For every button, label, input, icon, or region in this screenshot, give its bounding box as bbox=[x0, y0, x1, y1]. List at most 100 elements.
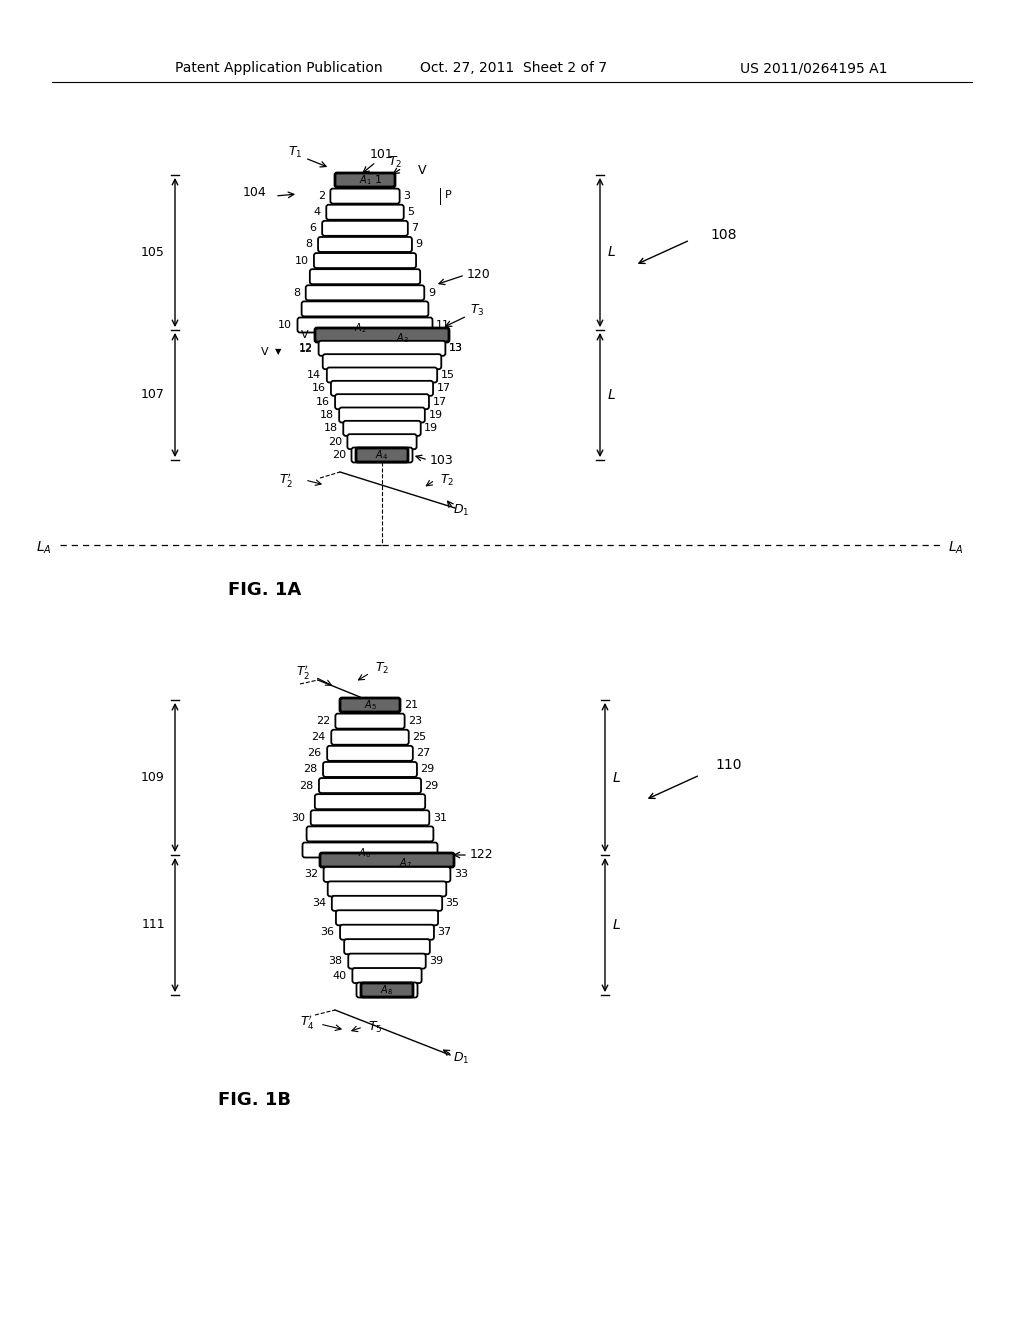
Text: 16: 16 bbox=[315, 397, 330, 407]
Text: 18: 18 bbox=[324, 424, 338, 433]
Text: 120: 120 bbox=[467, 268, 490, 281]
Text: Oct. 27, 2011  Sheet 2 of 7: Oct. 27, 2011 Sheet 2 of 7 bbox=[420, 61, 607, 75]
Text: $D_1$: $D_1$ bbox=[453, 503, 469, 517]
Text: 12: 12 bbox=[299, 343, 313, 354]
FancyBboxPatch shape bbox=[315, 327, 449, 342]
Text: 15: 15 bbox=[440, 370, 455, 380]
FancyBboxPatch shape bbox=[318, 777, 421, 793]
Text: Patent Application Publication: Patent Application Publication bbox=[175, 61, 383, 75]
Text: $A_3$: $A_3$ bbox=[395, 331, 409, 345]
Text: $T_1$: $T_1$ bbox=[288, 144, 302, 160]
Text: 4: 4 bbox=[313, 207, 321, 218]
Text: 32: 32 bbox=[304, 870, 318, 879]
Text: V: V bbox=[301, 330, 309, 341]
Text: 21: 21 bbox=[404, 700, 418, 710]
FancyBboxPatch shape bbox=[335, 173, 395, 187]
Text: 28: 28 bbox=[303, 764, 317, 775]
Text: $T_2$: $T_2$ bbox=[440, 473, 455, 487]
Text: $A_8$: $A_8$ bbox=[381, 983, 393, 997]
Text: 3: 3 bbox=[403, 191, 410, 201]
Text: 105: 105 bbox=[141, 246, 165, 259]
Text: 7: 7 bbox=[412, 223, 419, 234]
Text: P: P bbox=[445, 190, 452, 201]
FancyBboxPatch shape bbox=[314, 253, 416, 268]
FancyBboxPatch shape bbox=[331, 189, 399, 203]
Text: 29: 29 bbox=[421, 764, 435, 775]
FancyBboxPatch shape bbox=[306, 826, 433, 841]
Text: $A_6$: $A_6$ bbox=[358, 846, 372, 859]
Text: 19: 19 bbox=[428, 411, 442, 420]
Text: 17: 17 bbox=[432, 397, 446, 407]
Text: 19: 19 bbox=[424, 424, 438, 433]
FancyBboxPatch shape bbox=[302, 301, 428, 317]
FancyBboxPatch shape bbox=[332, 730, 409, 744]
Text: 107: 107 bbox=[141, 388, 165, 401]
FancyBboxPatch shape bbox=[319, 853, 454, 867]
Text: 10: 10 bbox=[295, 256, 308, 265]
Text: 11: 11 bbox=[436, 319, 450, 330]
Text: $D_1$: $D_1$ bbox=[453, 1051, 469, 1065]
FancyBboxPatch shape bbox=[310, 269, 420, 284]
Text: 13: 13 bbox=[449, 343, 463, 354]
FancyBboxPatch shape bbox=[323, 354, 441, 370]
FancyBboxPatch shape bbox=[336, 911, 438, 925]
Text: 9: 9 bbox=[416, 239, 423, 249]
FancyBboxPatch shape bbox=[302, 842, 437, 858]
Text: 101: 101 bbox=[370, 149, 394, 161]
Text: $A_5$: $A_5$ bbox=[364, 698, 377, 711]
Text: 109: 109 bbox=[141, 771, 165, 784]
FancyBboxPatch shape bbox=[352, 968, 422, 983]
Text: 10: 10 bbox=[278, 319, 292, 330]
Text: $A_2$: $A_2$ bbox=[353, 321, 367, 335]
Text: 34: 34 bbox=[312, 899, 327, 908]
Text: 39: 39 bbox=[429, 956, 443, 966]
Text: $L_A$: $L_A$ bbox=[948, 540, 964, 556]
Text: 37: 37 bbox=[437, 927, 452, 937]
FancyBboxPatch shape bbox=[340, 698, 400, 711]
FancyBboxPatch shape bbox=[318, 341, 445, 356]
FancyBboxPatch shape bbox=[310, 810, 429, 825]
Text: 13: 13 bbox=[449, 343, 463, 354]
FancyBboxPatch shape bbox=[339, 408, 425, 422]
Text: 26: 26 bbox=[307, 748, 322, 758]
Text: 8: 8 bbox=[305, 239, 312, 249]
FancyBboxPatch shape bbox=[327, 746, 413, 760]
Text: 35: 35 bbox=[445, 899, 460, 908]
Text: L: L bbox=[608, 388, 615, 403]
Text: 31: 31 bbox=[433, 813, 446, 822]
FancyBboxPatch shape bbox=[332, 896, 442, 911]
FancyBboxPatch shape bbox=[343, 421, 421, 436]
Text: $T_5$: $T_5$ bbox=[368, 1019, 382, 1035]
Text: $T_2'$: $T_2'$ bbox=[296, 663, 310, 681]
Text: FIG. 1B: FIG. 1B bbox=[218, 1092, 292, 1109]
Text: $T_3$: $T_3$ bbox=[470, 302, 484, 318]
Text: 40: 40 bbox=[333, 970, 347, 981]
Text: $L_A$: $L_A$ bbox=[36, 540, 52, 556]
Text: 1: 1 bbox=[375, 176, 382, 185]
Text: $T_2$: $T_2$ bbox=[375, 660, 389, 676]
FancyBboxPatch shape bbox=[356, 982, 418, 998]
Text: L: L bbox=[613, 771, 621, 784]
FancyBboxPatch shape bbox=[361, 983, 413, 997]
Text: 25: 25 bbox=[413, 733, 426, 742]
FancyBboxPatch shape bbox=[327, 205, 403, 219]
Text: 23: 23 bbox=[409, 717, 422, 726]
Text: 30: 30 bbox=[291, 813, 305, 822]
Text: 8: 8 bbox=[293, 288, 300, 298]
Text: US 2011/0264195 A1: US 2011/0264195 A1 bbox=[740, 61, 888, 75]
FancyBboxPatch shape bbox=[331, 381, 433, 396]
Text: 20: 20 bbox=[332, 450, 346, 459]
Text: 38: 38 bbox=[329, 956, 343, 966]
Text: 110: 110 bbox=[715, 758, 741, 772]
FancyBboxPatch shape bbox=[347, 434, 417, 449]
FancyBboxPatch shape bbox=[323, 220, 408, 236]
Text: 18: 18 bbox=[319, 411, 334, 420]
Text: $T_2$: $T_2$ bbox=[388, 154, 402, 169]
Text: 36: 36 bbox=[321, 927, 335, 937]
FancyBboxPatch shape bbox=[318, 238, 412, 252]
Text: V: V bbox=[418, 164, 426, 177]
Text: 2: 2 bbox=[317, 191, 325, 201]
FancyBboxPatch shape bbox=[340, 925, 434, 940]
FancyBboxPatch shape bbox=[328, 882, 446, 896]
FancyBboxPatch shape bbox=[306, 285, 424, 300]
